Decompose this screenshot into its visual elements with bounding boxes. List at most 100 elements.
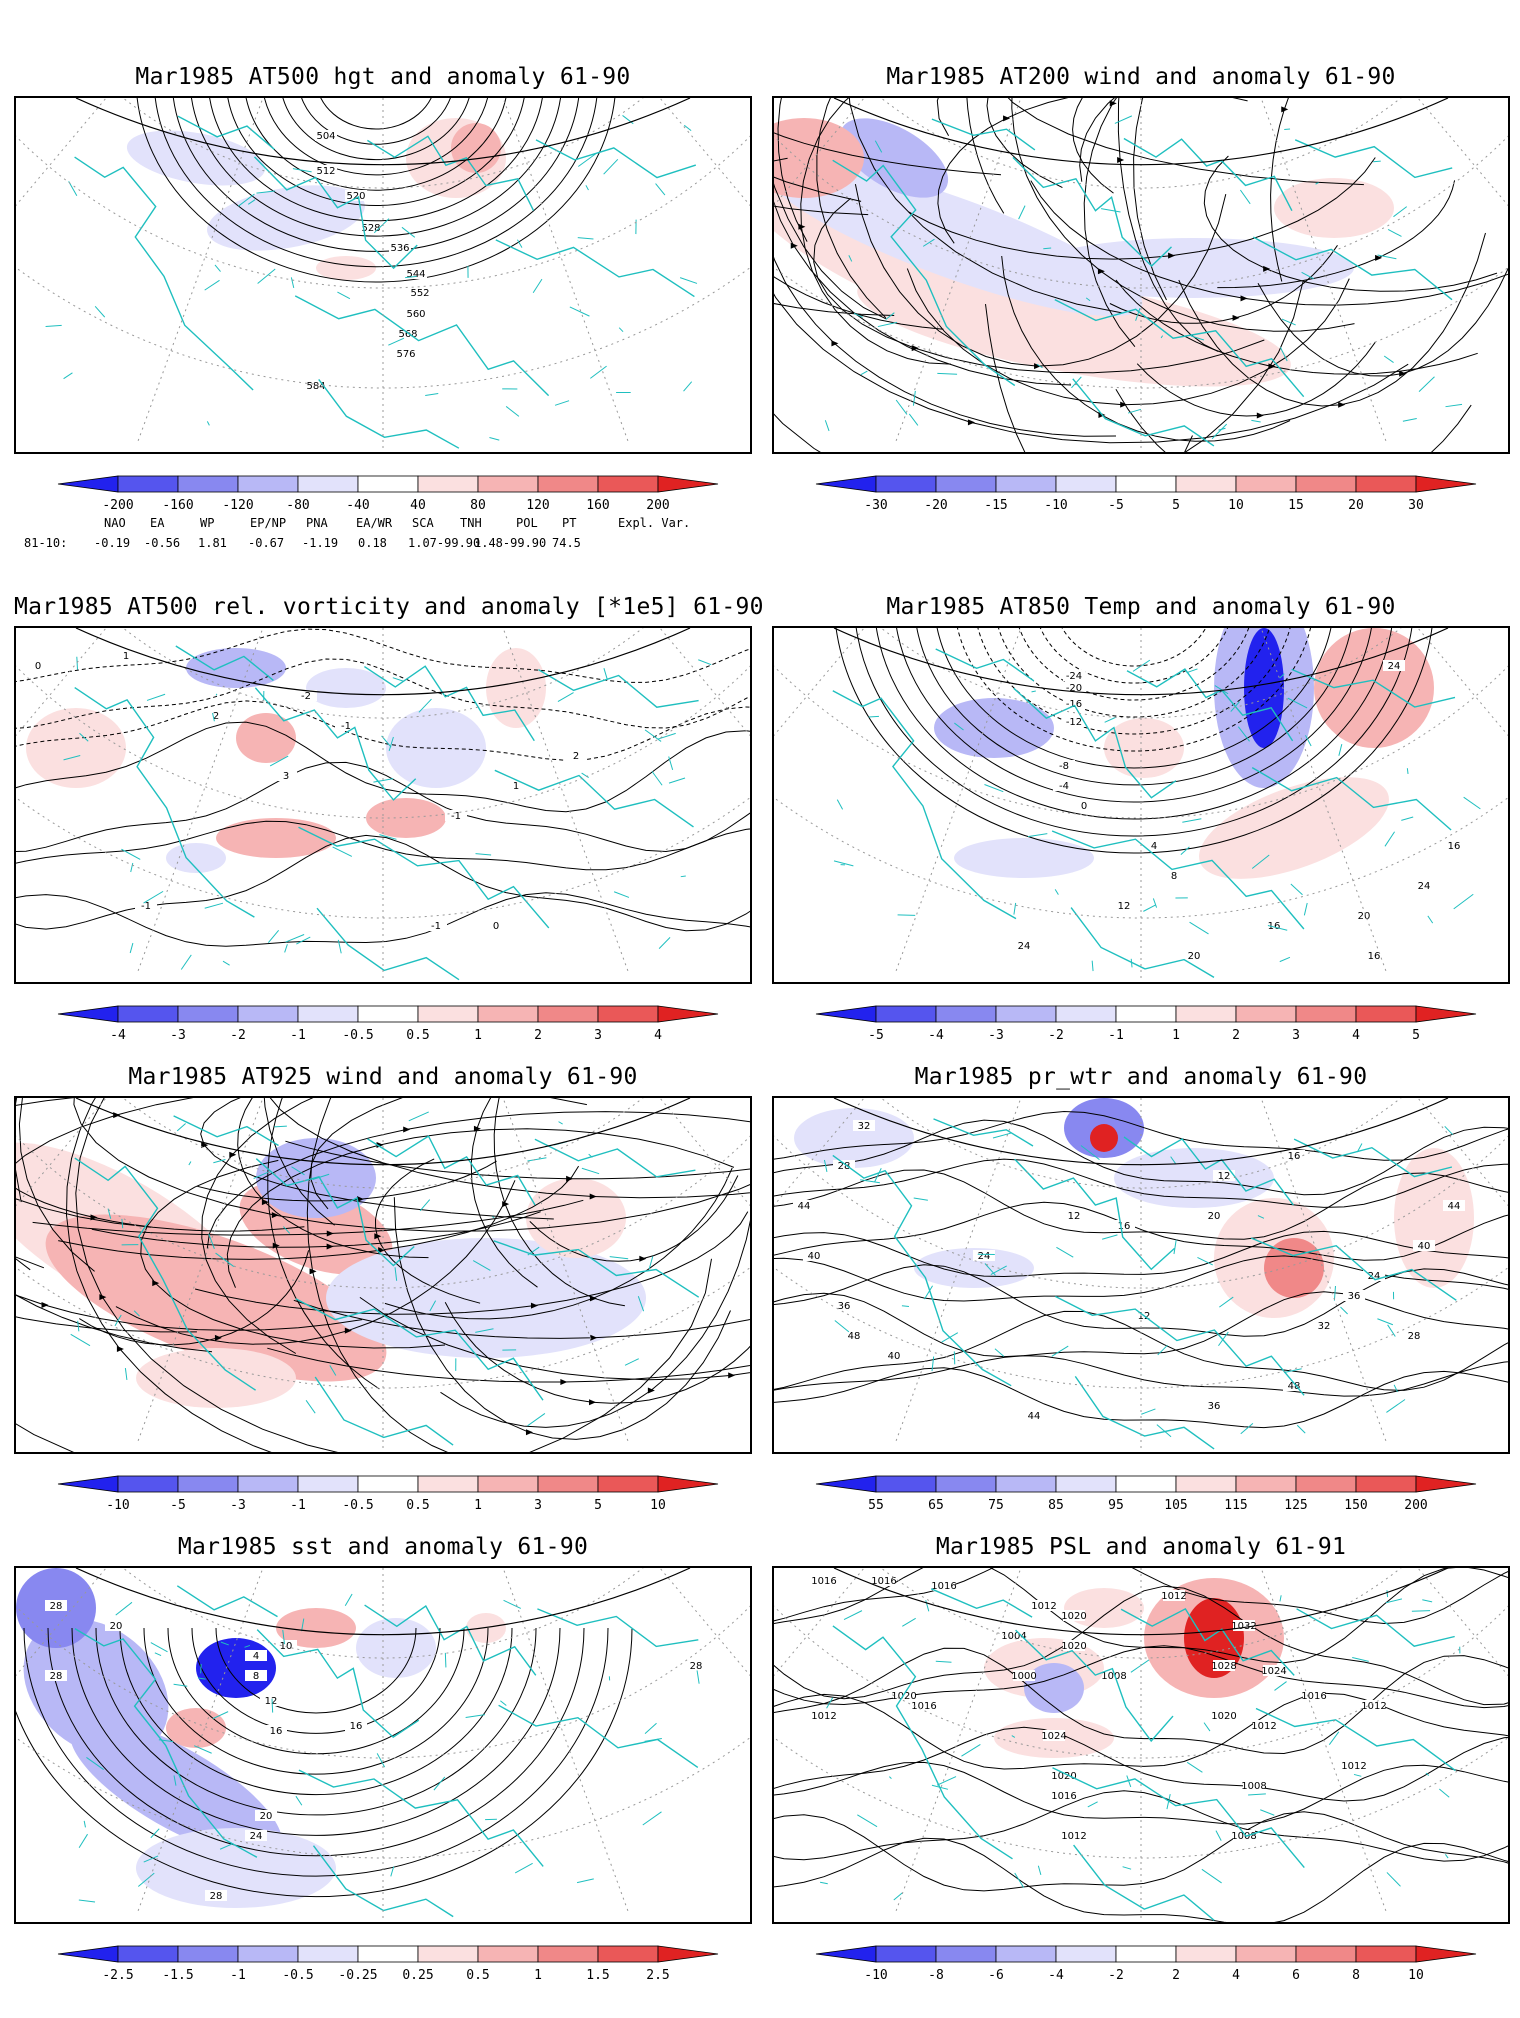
contour-label: 28	[833, 1160, 855, 1172]
border-line	[155, 1653, 161, 1656]
border-line	[78, 1321, 79, 1332]
index-value: 74.5	[552, 536, 581, 550]
border-line	[902, 1618, 915, 1626]
contour-value: 1016	[811, 1576, 836, 1587]
panel-temp850: Mar1985 AT850 Temp and anomaly 61-90 24-…	[772, 588, 1510, 1078]
contour-label: 3	[275, 770, 297, 782]
colorbar-segment	[996, 1006, 1056, 1022]
latitude-circle	[16, 98, 750, 288]
map-svg	[16, 1098, 750, 1452]
border-line	[445, 1653, 446, 1668]
anomaly-region	[166, 1708, 226, 1748]
contour-label: 1004	[1001, 1630, 1026, 1642]
contour-label: 28	[205, 1890, 227, 1902]
colorbar-tick-label: 0.5	[406, 1028, 429, 1043]
contour-label: -1	[445, 810, 467, 822]
border-line	[1092, 961, 1093, 971]
border-line	[645, 1723, 656, 1733]
colorbar-tick-label: 10	[1408, 1968, 1424, 1983]
contour-value: 8	[1171, 871, 1177, 882]
contour-value: 1012	[1361, 1701, 1386, 1712]
contour-label: 24	[1013, 940, 1035, 952]
border-line	[570, 307, 590, 316]
colorbar-tick-label: -0.5	[282, 1968, 313, 1983]
contour-value: 20	[110, 1621, 123, 1632]
contour-label: 1020	[1211, 1710, 1236, 1722]
colorbar-tick-label: -20	[924, 498, 947, 513]
contour-value: 16	[1368, 951, 1381, 962]
border-line	[177, 1124, 185, 1131]
border-line	[216, 694, 217, 695]
colorbar-tick-label: 1.5	[586, 1968, 609, 1983]
border-line	[377, 1753, 384, 1767]
border-line	[1446, 404, 1463, 406]
border-line	[268, 930, 278, 942]
border-line	[1297, 1425, 1305, 1433]
border-line	[937, 1777, 956, 1786]
meridian-line	[774, 628, 1141, 658]
contour-value: 1012	[1061, 1831, 1086, 1842]
border-line	[1280, 1595, 1281, 1601]
contour-label: 0	[1073, 800, 1095, 812]
contour-label: 16	[1283, 1150, 1305, 1162]
coast-segment	[319, 379, 459, 448]
border-line	[878, 322, 897, 326]
border-line	[684, 382, 692, 391]
border-line	[1394, 1385, 1397, 1392]
contour-label: -1	[335, 720, 357, 732]
border-line	[77, 657, 78, 670]
colorbar-segment	[876, 1476, 936, 1492]
border-line	[1038, 1866, 1041, 1875]
border-line	[95, 306, 105, 317]
colorbar-segment	[598, 1006, 658, 1022]
contour-value: 504	[316, 131, 335, 142]
border-line	[1187, 669, 1198, 673]
border-line	[559, 1122, 563, 1124]
colorbar-tick-label: -4	[110, 1028, 126, 1043]
border-line	[420, 1200, 430, 1211]
colorbar-segment	[996, 1476, 1056, 1492]
flow-arrow	[42, 1302, 49, 1308]
contour-label: 1020	[1061, 1610, 1086, 1622]
flow-arrow	[1003, 115, 1010, 121]
contour-value: 0	[493, 921, 499, 932]
colorbar-arrow-high	[658, 1476, 718, 1492]
contour-value: 44	[1448, 1201, 1461, 1212]
border-line	[1240, 190, 1250, 204]
flow-arrow	[728, 1372, 735, 1378]
colorbar-tick-label: -5	[1108, 498, 1124, 513]
flow-arrow	[639, 1256, 646, 1262]
colorbar-tick-label: 200	[646, 498, 669, 513]
colorbar-tick-label: 85	[1048, 1498, 1064, 1513]
contour-value: 24	[1388, 661, 1401, 672]
panel-wind925: Mar1985 AT925 wind and anomaly 61-90 -10…	[14, 1058, 752, 1548]
contour-label: 1012	[811, 1710, 836, 1722]
index-value: -1.19	[302, 536, 338, 550]
colorbar-tick-label: 95	[1108, 1498, 1124, 1513]
panel-title: Mar1985 AT200 wind and anomaly 61-90	[772, 64, 1510, 90]
border-line	[1403, 418, 1417, 421]
border-line	[681, 876, 686, 877]
contour-label: 1016	[1051, 1790, 1076, 1802]
index-value: 1.48-99.90	[474, 536, 546, 550]
colorbar	[816, 1476, 1476, 1492]
colorbar-tick-label: 2	[1172, 1968, 1180, 1983]
border-line	[205, 903, 223, 908]
coast-segment	[833, 1626, 1013, 1859]
contour-value: 28	[690, 1661, 703, 1672]
colorbar-tick-label: -2	[1048, 1028, 1064, 1043]
border-line	[1088, 1802, 1098, 1807]
border-line	[1384, 356, 1393, 363]
panel-wind200: Mar1985 AT200 wind and anomaly 61-90 -30…	[772, 58, 1510, 548]
border-line	[656, 184, 665, 196]
border-line	[1401, 817, 1413, 820]
contour-label: 536	[389, 242, 411, 254]
border-line	[1204, 1723, 1210, 1731]
colorbar-arrow-high	[658, 476, 718, 492]
border-line	[1202, 1869, 1222, 1883]
colorbar-tick-label: -160	[162, 498, 193, 513]
contour-value: 1	[123, 651, 129, 662]
